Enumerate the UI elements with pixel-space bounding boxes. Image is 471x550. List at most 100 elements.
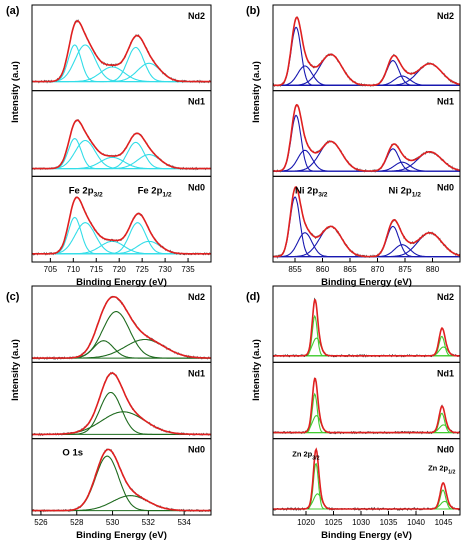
subplot-nd2: Nd2: [272, 285, 461, 363]
component-peak-4: [32, 46, 211, 83]
raw-data-line: [31, 448, 212, 513]
raw-data-line: [31, 196, 212, 256]
subplot-nd0: Nd0 Fe 2p3/2 Fe 2p1/2: [31, 175, 212, 263]
component-peak-2: [32, 139, 211, 170]
x-tick-label: 1035: [380, 518, 398, 527]
component-peak-3: [273, 412, 460, 434]
panel-b: (b) Nd2 Nd1 Nd0 Ni 2p3/2 Ni 2p1/2 855 860 865 870…: [246, 4, 461, 288]
x-tick-label: 880: [426, 265, 440, 274]
component-peak-3: [273, 53, 460, 86]
component-peak-1: [32, 455, 211, 512]
y-axis-label: Intensity (a.u): [251, 61, 262, 123]
sample-label: Nd2: [188, 11, 205, 21]
peak-label: Zn 2p3/2: [292, 450, 319, 462]
x-tick-label: 710: [67, 265, 81, 274]
fit-envelope-line: [273, 103, 461, 172]
raw-data-line: [31, 371, 212, 437]
raw-data-line: [272, 377, 461, 435]
sample-label: Nd0: [188, 182, 205, 192]
fit-envelope-line: [32, 196, 211, 255]
x-tick-label: 860: [316, 265, 330, 274]
panel-label: (a): [6, 5, 20, 17]
panel-d: (d) Nd2 Nd1 Nd0 Zn 2p3/2 Zn 2p1/2 1020 1025 1030…: [246, 285, 461, 541]
x-tick-label: 526: [34, 518, 48, 527]
x-tick-label: 528: [70, 518, 84, 527]
panel-label: (b): [246, 5, 260, 17]
component-peak-4: [32, 141, 211, 170]
component-peak-6: [273, 151, 461, 172]
x-axis-label: Binding Energy (eV): [76, 277, 167, 288]
component-peak-2: [273, 415, 460, 434]
component-peak-2: [273, 232, 460, 258]
x-tick-label: 865: [343, 265, 357, 274]
x-tick-label: 735: [181, 265, 195, 274]
raw-data-line: [272, 185, 461, 260]
subplot-frame: [272, 285, 461, 363]
fit-envelope-line: [273, 298, 460, 357]
sample-label: Nd0: [188, 445, 205, 455]
component-peak-2: [273, 149, 460, 172]
sample-label: Nd1: [437, 368, 454, 378]
panel-label: (d): [246, 291, 260, 303]
subplot-nd1: Nd1: [272, 90, 461, 177]
component-peak-4: [273, 500, 460, 510]
fit-envelope-line: [32, 295, 211, 359]
fit-envelope-line: [273, 186, 461, 258]
component-peak-2: [273, 337, 460, 357]
component-peak-6: [273, 63, 461, 86]
subplot-frame: [272, 175, 461, 263]
y-axis-label: Intensity (a.u): [10, 339, 21, 401]
panel-c: (c) Nd2 Nd1 Nd0 O 1s 526 528 530 532 534 Binding E…: [6, 285, 212, 541]
peak-label: Fe 2p1/2: [138, 185, 172, 198]
x-tick-label: 532: [142, 518, 156, 527]
x-tick-label: 534: [177, 518, 191, 527]
component-peak-3: [273, 335, 460, 357]
fit-envelope-line: [32, 448, 211, 512]
raw-data-line: [272, 297, 461, 358]
x-axis-label: Binding Energy (eV): [76, 530, 167, 541]
peak-label: Ni 2p1/2: [389, 185, 422, 198]
subplot-nd2: Nd2: [272, 4, 461, 92]
sample-label: Nd0: [437, 182, 454, 192]
x-tick-label: 715: [90, 265, 104, 274]
x-tick-label: 1045: [435, 518, 453, 527]
panel-label: (c): [6, 291, 20, 303]
fit-envelope-line: [273, 447, 460, 510]
sample-label: Nd1: [437, 97, 454, 107]
subplot-frame: [31, 285, 212, 363]
x-tick-label: 725: [135, 265, 149, 274]
peak-label: Zn 2p1/2: [428, 464, 455, 476]
sample-label: Nd0: [437, 445, 454, 455]
subplot-nd0: Nd0 O 1s: [31, 438, 212, 516]
subplot-nd0: Nd0 Zn 2p3/2 Zn 2p1/2: [272, 438, 461, 516]
x-tick-label: 1030: [352, 518, 370, 527]
subplot-nd2: Nd2: [31, 285, 212, 363]
component-peak-5: [273, 75, 460, 86]
fit-envelope-line: [273, 377, 460, 434]
panel-a: (a) Nd2 Nd1 Nd0 Fe 2p3/2 Fe 2p1/2 705 710 715 720…: [6, 4, 212, 288]
fit-envelope-line: [32, 119, 211, 170]
x-tick-label: 875: [398, 265, 412, 274]
component-peak-1: [32, 44, 211, 83]
component-peak-1: [273, 392, 460, 434]
raw-data-line: [31, 295, 212, 360]
x-tick-label: 1040: [407, 518, 425, 527]
subplot-frame: [272, 90, 461, 177]
y-axis-label: Intensity (a.u): [251, 339, 262, 401]
y-axis-label: Intensity (a.u): [10, 61, 21, 123]
sample-label: Nd1: [188, 97, 205, 107]
x-axis-label: Binding Energy (eV): [321, 530, 412, 541]
component-peak-2: [273, 493, 460, 510]
subplot-nd1: Nd1: [272, 361, 461, 440]
component-peak-2: [32, 495, 211, 512]
subplot-frame: [272, 438, 461, 516]
fit-envelope-line: [273, 16, 461, 87]
x-tick-label: 855: [288, 265, 302, 274]
subplot-frame: [31, 438, 212, 516]
x-tick-label: 730: [158, 265, 172, 274]
component-peak-1: [32, 391, 211, 435]
component-peak-4: [273, 424, 460, 434]
peak-label: Ni 2p3/2: [295, 185, 328, 198]
component-peak-1: [273, 114, 460, 172]
